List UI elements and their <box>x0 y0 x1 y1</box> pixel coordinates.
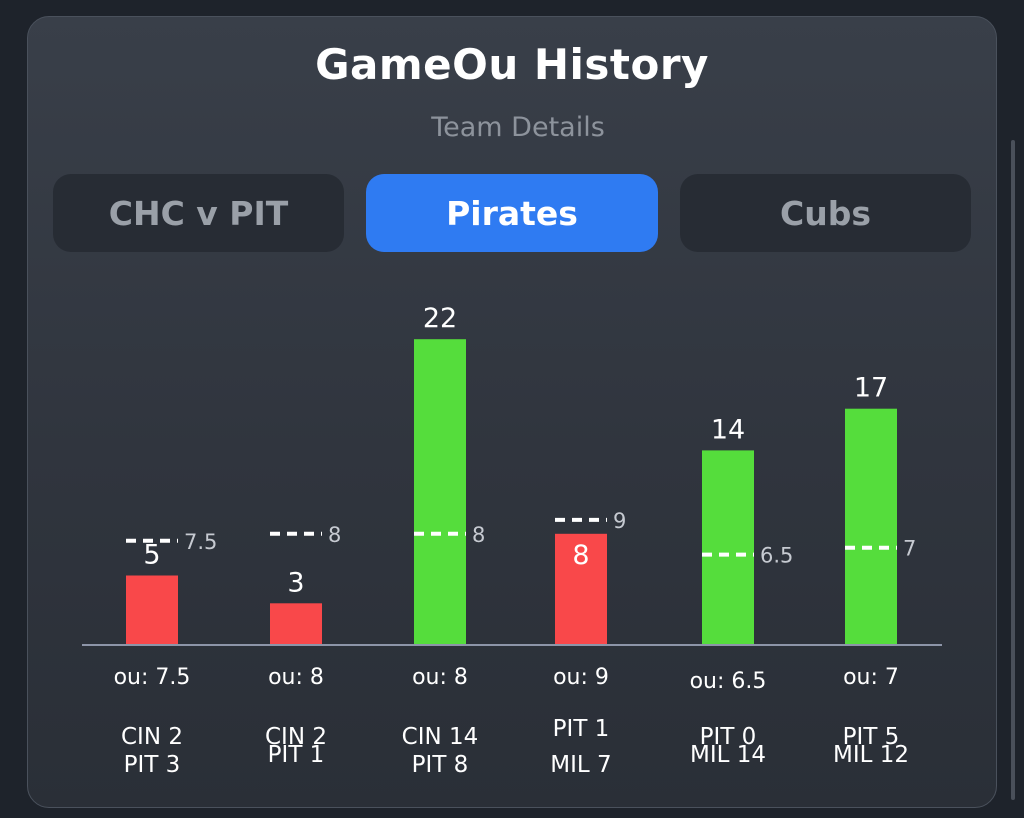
score-line-1: PIT 0 <box>700 724 757 750</box>
bar <box>702 450 754 645</box>
score-line-2: PIT 1 <box>268 742 325 768</box>
tab-matchup[interactable]: CHC v PIT <box>53 174 344 252</box>
tab-pirates[interactable]: Pirates <box>366 174 658 252</box>
ou-line-label: 7.5 <box>184 530 217 554</box>
bar-value-label: 5 <box>143 540 160 571</box>
score-line-2: MIL 7 <box>550 752 611 778</box>
bar-value-label: 22 <box>423 303 457 334</box>
scrollbar[interactable] <box>1011 140 1015 800</box>
bar <box>270 603 322 645</box>
history-card <box>27 16 997 808</box>
tab-cubs[interactable]: Cubs <box>680 174 971 252</box>
score-line-2: PIT 3 <box>124 752 181 778</box>
ou-axis-label: ou: 8 <box>268 665 324 690</box>
ou-axis-label: ou: 6.5 <box>690 669 767 694</box>
bar <box>414 339 466 645</box>
score-line-1: CIN 14 <box>402 724 479 750</box>
bar <box>126 575 178 645</box>
ou-line-label: 8 <box>328 523 341 547</box>
ou-line-label: 8 <box>472 523 485 547</box>
ou-axis-label: ou: 7.5 <box>114 665 191 690</box>
score-line-1: CIN 2 <box>265 724 327 750</box>
bar <box>555 533 607 645</box>
score-line-2: MIL 14 <box>690 742 766 768</box>
bar <box>845 408 897 645</box>
ou-axis-label: ou: 7 <box>843 665 899 690</box>
bar-value-label: 3 <box>287 567 304 598</box>
page-subtitle: Team Details <box>431 112 605 143</box>
bar-value-label: 17 <box>854 373 888 404</box>
bar-value-label: 14 <box>711 414 745 445</box>
score-line-1: CIN 2 <box>121 724 183 750</box>
ou-line-label: 9 <box>613 509 626 533</box>
ou-axis-label: ou: 9 <box>553 665 609 690</box>
ou-axis-label: ou: 8 <box>412 665 468 690</box>
ou-line-label: 6.5 <box>760 544 793 568</box>
score-line-1: PIT 5 <box>843 724 900 750</box>
score-line-2: PIT 8 <box>412 752 469 778</box>
bar-value-label: 8 <box>572 540 589 571</box>
ou-line-label: 7 <box>903 537 916 561</box>
score-line-1: PIT 1 <box>553 716 610 742</box>
page-title: GameOu History <box>315 40 709 89</box>
score-line-2: MIL 12 <box>833 742 909 768</box>
